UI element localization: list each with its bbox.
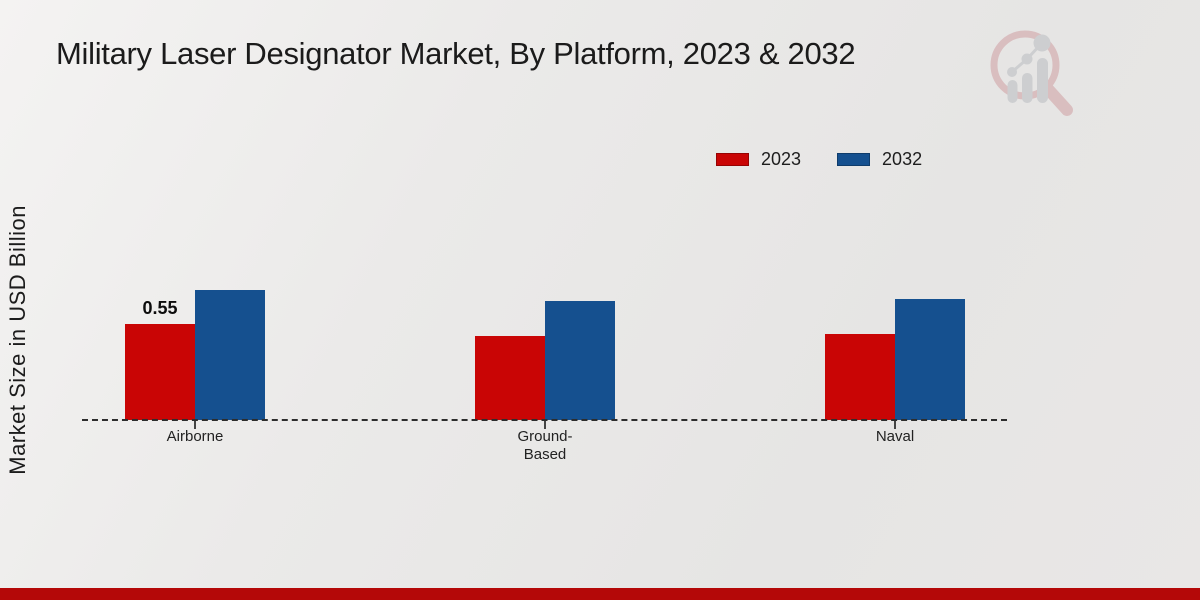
x-axis-tick-naval	[894, 421, 896, 429]
bar-2023-airborne: 0.55	[125, 298, 195, 420]
x-axis-tick-airborne	[194, 421, 196, 429]
category-label-ground-based: Ground- Based	[517, 428, 573, 463]
legend-label-2032: 2032	[882, 149, 923, 169]
footer-accent-bar	[0, 588, 1200, 600]
category-label-airborne: Airborne	[166, 428, 224, 445]
bar-group-naval: Naval	[720, 120, 1070, 445]
legend: 2023 2032	[716, 149, 922, 170]
legend-item-2032: 2032	[837, 149, 922, 170]
bar-2023-ground-based	[475, 336, 545, 420]
bar-2032-ground-based	[545, 301, 615, 420]
bar-2032-airborne	[195, 290, 265, 420]
x-axis-tick-ground-based	[544, 421, 546, 429]
chart-title: Military Laser Designator Market, By Pla…	[56, 36, 856, 71]
legend-label-2023: 2023	[761, 149, 802, 169]
bar-2032-naval	[895, 299, 965, 420]
bar-2023-naval	[825, 334, 895, 420]
category-label-naval: Naval	[875, 428, 915, 445]
plot-area: 0.55 Airborne Ground- Based Naval	[20, 120, 1070, 463]
legend-swatch-2032	[837, 153, 871, 166]
bar-group-airborne: 0.55 Airborne	[20, 120, 370, 445]
bar-value-label-2023-airborne: 0.55	[142, 298, 178, 318]
legend-item-2023: 2023	[716, 149, 801, 170]
bar-group-ground-based: Ground- Based	[370, 120, 720, 463]
x-axis-baseline	[82, 419, 1007, 421]
legend-swatch-2023	[716, 153, 749, 166]
market-research-logo-icon	[990, 30, 1073, 116]
